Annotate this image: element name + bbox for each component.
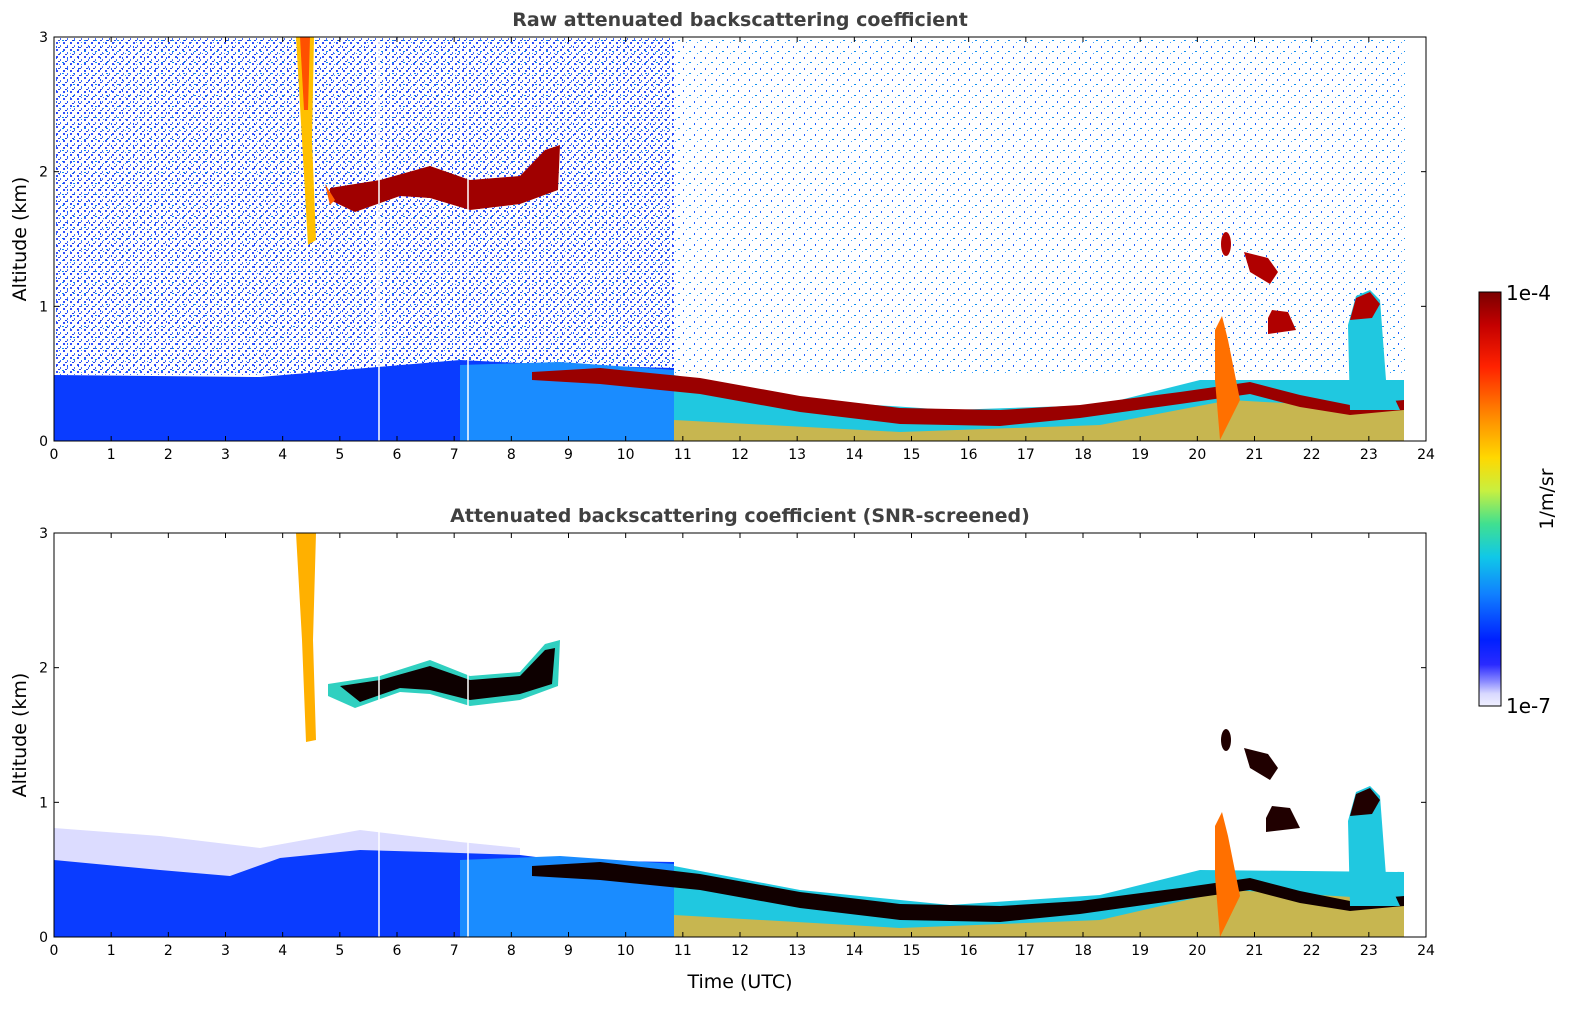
x-tick-label: 16	[960, 447, 978, 463]
panel1-column-20h	[1215, 316, 1240, 440]
panel1-cloud-c	[1268, 310, 1296, 334]
x-tick-label: 18	[1074, 943, 1092, 959]
panel2-cloud-d-top	[1350, 788, 1380, 816]
x-tick-label: 8	[507, 447, 516, 463]
panel2-cloud-c	[1266, 806, 1300, 832]
x-tick-label: 7	[450, 447, 459, 463]
x-tick-label: 3	[221, 943, 230, 959]
y-tick-label: 1	[39, 795, 48, 811]
panel2-title: Attenuated backscattering coefficient (S…	[450, 505, 1030, 527]
x-tick-label: 23	[1360, 447, 1378, 463]
x-tick-label: 23	[1360, 943, 1378, 959]
panel2-y-axis: 0 1 2 3	[39, 526, 1426, 946]
panel1-x-axis: 0 1 2 3 4 5 6 7 8 9 10 11 12 13 14 15 16 17 18 19 20 21 22 23 24	[50, 37, 1435, 463]
x-tick-label: 20	[1188, 943, 1206, 959]
panel1-cloud-edge	[325, 184, 335, 205]
panel2-no-data	[1405, 533, 1426, 937]
panel2-cloud-a	[1221, 729, 1231, 751]
x-tick-label: 22	[1303, 447, 1321, 463]
colorbar-unit-label: 1/m/sr	[1536, 468, 1558, 529]
x-tick-label: 24	[1417, 447, 1435, 463]
y-tick-label: 2	[39, 165, 48, 181]
panel1-ylabel: Altitude (km)	[9, 177, 31, 302]
panel2-fall-streak	[296, 533, 316, 742]
y-tick-label: 2	[39, 661, 48, 677]
panel2-cloud-d-body	[1348, 786, 1400, 906]
x-tick-label: 2	[164, 447, 173, 463]
panel1-cloud-b	[1244, 252, 1278, 284]
x-tick-label: 18	[1074, 447, 1092, 463]
x-tick-label: 10	[617, 447, 635, 463]
panel2-cloud-b	[1244, 748, 1278, 780]
x-tick-label: 5	[335, 447, 344, 463]
colorbar-min-label: 1e-7	[1506, 694, 1551, 718]
x-tick-label: 13	[788, 447, 806, 463]
x-tick-label: 0	[50, 447, 59, 463]
panel1-no-data	[1405, 37, 1426, 441]
panel1-cloud-d-body	[1348, 290, 1400, 410]
y-tick-label: 3	[39, 30, 48, 46]
panel1-cloud-d-top	[1350, 292, 1380, 320]
panel1-y-axis: 0 1 2 3	[39, 30, 1426, 450]
snr-screened-panel: Attenuated backscattering coefficient (S…	[9, 505, 1435, 993]
x-tick-label: 11	[674, 943, 692, 959]
panel1-fall-streak	[296, 37, 316, 245]
x-tick-label: 2	[164, 943, 173, 959]
y-tick-label: 3	[39, 526, 48, 542]
x-tick-label: 19	[1131, 447, 1149, 463]
panel2-x-axis: 0 1 2 3 4 5 6 7 8 9 10 11 12 13 14 15 16 17 18 19 20 21 22 23 24	[50, 533, 1435, 959]
x-tick-label: 8	[507, 943, 516, 959]
x-tick-label: 1	[107, 943, 116, 959]
panel2-column-20h	[1215, 812, 1240, 937]
x-tick-label: 17	[1017, 447, 1035, 463]
x-tick-label: 22	[1303, 943, 1321, 959]
x-tick-label: 15	[903, 943, 921, 959]
x-tick-label: 9	[564, 943, 573, 959]
x-tick-label: 17	[1017, 943, 1035, 959]
panel2-ylabel: Altitude (km)	[9, 673, 31, 798]
y-tick-label: 0	[39, 434, 48, 450]
panel1-cloud-2km	[330, 145, 560, 212]
colorbar-max-label: 1e-4	[1506, 281, 1551, 305]
x-tick-label: 24	[1417, 943, 1435, 959]
x-tick-label: 1	[107, 447, 116, 463]
x-tick-label: 9	[564, 447, 573, 463]
y-tick-label: 0	[39, 930, 48, 946]
colorbar-gradient	[1478, 291, 1502, 707]
x-tick-label: 4	[278, 447, 287, 463]
x-tick-label: 21	[1246, 447, 1264, 463]
x-tick-label: 15	[903, 447, 921, 463]
x-tick-label: 19	[1131, 943, 1149, 959]
x-tick-label: 14	[845, 447, 863, 463]
panel2-plot-area	[54, 533, 1426, 937]
x-tick-label: 5	[335, 943, 344, 959]
panel2-cloud-2km	[340, 648, 555, 702]
panel1-plot-area	[54, 37, 1426, 441]
x-tick-label: 12	[731, 447, 749, 463]
x-tick-label: 14	[845, 943, 863, 959]
x-tick-label: 7	[450, 943, 459, 959]
panel2-xlabel: Time (UTC)	[686, 971, 792, 993]
x-tick-label: 16	[960, 943, 978, 959]
x-tick-label: 10	[617, 943, 635, 959]
x-tick-label: 21	[1246, 943, 1264, 959]
x-tick-label: 12	[731, 943, 749, 959]
panel1-title: Raw attenuated backscattering coefficien…	[512, 9, 968, 31]
x-tick-label: 6	[393, 447, 402, 463]
colorbar: 1e-4 1e-7 1/m/sr	[1478, 281, 1558, 718]
panel1-aerosol-top	[532, 368, 1404, 426]
x-tick-label: 0	[50, 943, 59, 959]
x-tick-label: 6	[393, 943, 402, 959]
panel1-fall-streak-core	[300, 37, 310, 110]
raw-backscatter-panel: Raw attenuated backscattering coefficien…	[9, 9, 1435, 463]
x-tick-label: 4	[278, 943, 287, 959]
x-tick-label: 13	[788, 943, 806, 959]
panel1-cloud-a	[1221, 232, 1231, 256]
y-tick-label: 1	[39, 299, 48, 315]
x-tick-label: 3	[221, 447, 230, 463]
x-tick-label: 20	[1188, 447, 1206, 463]
x-tick-label: 11	[674, 447, 692, 463]
